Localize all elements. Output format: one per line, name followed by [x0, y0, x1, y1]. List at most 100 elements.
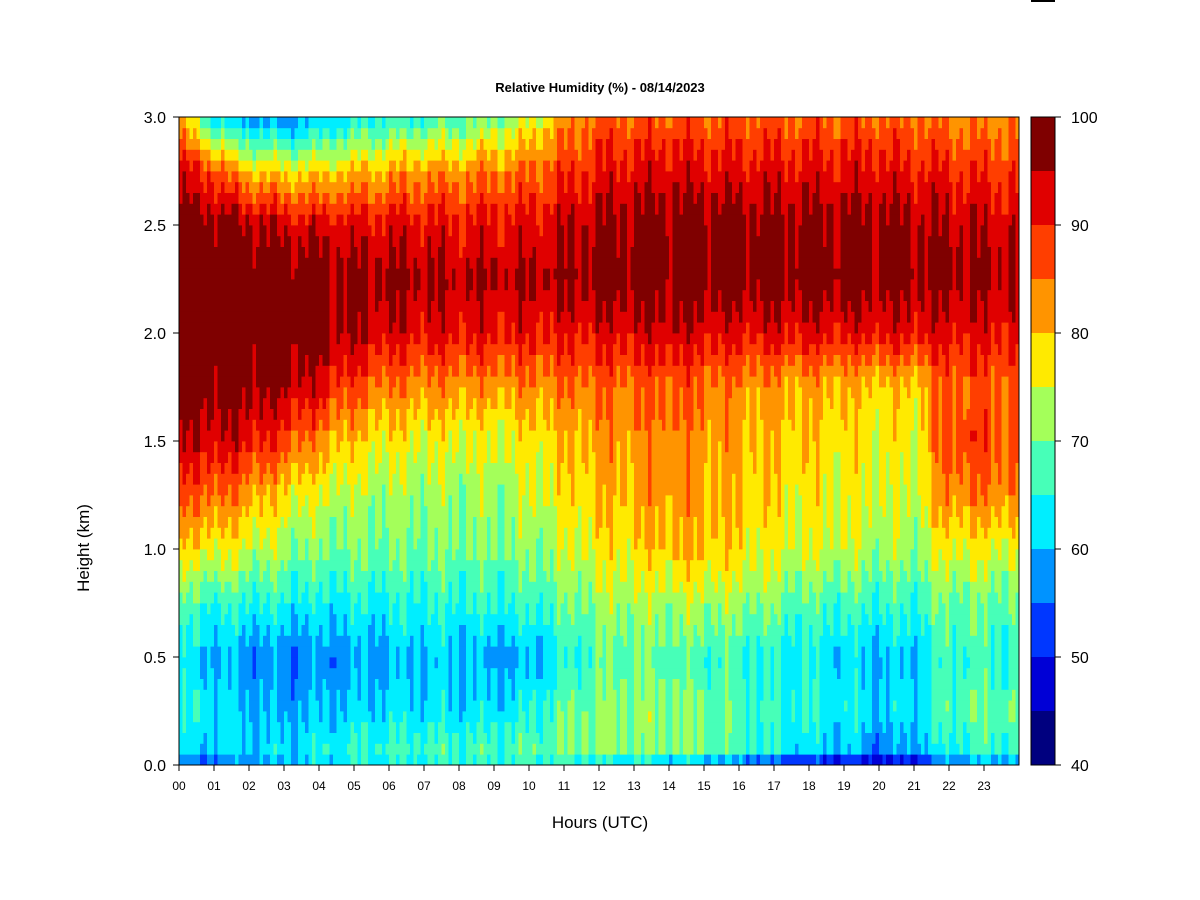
- heatmap-cell: [375, 495, 379, 507]
- heatmap-cell: [207, 117, 211, 129]
- heatmap-cell: [315, 711, 320, 723]
- heatmap-cell: [305, 473, 309, 485]
- heatmap-cell: [333, 462, 337, 474]
- heatmap-cell: [263, 743, 267, 755]
- heatmap-cell: [256, 441, 260, 453]
- heatmap-cell: [445, 743, 449, 755]
- heatmap-cell: [368, 603, 372, 615]
- heatmap-cell: [378, 613, 383, 625]
- heatmap-cell: [277, 581, 281, 593]
- heatmap-cell: [217, 689, 222, 701]
- heatmap-cell: [340, 549, 344, 561]
- heatmap-cell: [333, 700, 337, 712]
- heatmap-cell: [326, 138, 330, 150]
- heatmap-cell: [336, 473, 341, 485]
- heatmap-cell: [364, 657, 369, 669]
- heatmap-cell: [301, 678, 306, 690]
- heatmap-cell: [389, 117, 393, 129]
- heatmap-cell: [242, 754, 246, 766]
- heatmap-cell: [203, 430, 208, 442]
- heatmap-cell: [287, 387, 292, 399]
- heatmap-cell: [245, 397, 250, 409]
- heatmap-cell: [396, 592, 400, 604]
- heatmap-cell: [196, 721, 201, 733]
- heatmap-cell: [424, 322, 428, 334]
- heatmap-cell: [193, 527, 197, 539]
- heatmap-cell: [466, 365, 470, 377]
- heatmap-cell: [193, 754, 197, 766]
- heatmap-cell: [448, 246, 453, 258]
- heatmap-cell: [417, 613, 421, 625]
- heatmap-cell: [448, 333, 453, 345]
- heatmap-cell: [347, 603, 351, 615]
- heatmap-cell: [200, 127, 204, 139]
- heatmap-cell: [326, 160, 330, 172]
- heatmap-cell: [452, 279, 456, 291]
- heatmap-cell: [294, 127, 299, 139]
- heatmap-cell: [371, 613, 376, 625]
- heatmap-cell: [462, 581, 467, 593]
- heatmap-cell: [231, 397, 236, 409]
- heatmap-cell: [392, 408, 397, 420]
- heatmap-cell: [364, 505, 369, 517]
- heatmap-cell: [427, 689, 432, 701]
- heatmap-cell: [382, 657, 386, 669]
- heatmap-cell: [326, 592, 330, 604]
- heatmap-cell: [469, 711, 474, 723]
- heatmap-cell: [343, 181, 348, 193]
- heatmap-cell: [375, 441, 379, 453]
- heatmap-cell: [431, 678, 435, 690]
- heatmap-cell: [368, 495, 372, 507]
- heatmap-cell: [273, 462, 278, 474]
- heatmap-cell: [259, 613, 264, 625]
- heatmap-cell: [252, 300, 257, 312]
- heatmap-cell: [221, 279, 225, 291]
- heatmap-cell: [189, 171, 194, 183]
- heatmap-cell: [378, 289, 383, 301]
- heatmap-cell: [259, 192, 264, 204]
- heatmap-cell: [287, 311, 292, 323]
- heatmap-cell: [329, 354, 334, 366]
- heatmap-cell: [361, 505, 365, 517]
- heatmap-cell: [378, 181, 383, 193]
- heatmap-cell: [242, 484, 246, 496]
- heatmap-cell: [301, 279, 306, 291]
- heatmap-cell: [378, 646, 383, 658]
- heatmap-cell: [371, 354, 376, 366]
- heatmap-cell: [315, 333, 320, 345]
- heatmap-cell: [329, 462, 334, 474]
- heatmap-cell: [392, 441, 397, 453]
- heatmap-cell: [417, 160, 421, 172]
- heatmap-cell: [357, 624, 362, 636]
- heatmap-cell: [333, 246, 337, 258]
- heatmap-cell: [252, 711, 257, 723]
- heatmap-cell: [406, 700, 411, 712]
- heatmap-cell: [308, 289, 313, 301]
- heatmap-cell: [448, 225, 453, 237]
- heatmap-cell: [434, 711, 439, 723]
- heatmap-cell: [452, 365, 456, 377]
- heatmap-cell: [224, 397, 229, 409]
- heatmap-cell: [336, 624, 341, 636]
- heatmap-cell: [266, 441, 271, 453]
- heatmap-cell: [203, 527, 208, 539]
- heatmap-cell: [431, 257, 435, 269]
- heatmap-cell: [186, 343, 190, 355]
- heatmap-cell: [207, 484, 211, 496]
- heatmap-cell: [217, 484, 222, 496]
- heatmap-cell: [427, 311, 432, 323]
- heatmap-cell: [270, 711, 274, 723]
- heatmap-cell: [217, 592, 222, 604]
- heatmap-cell: [263, 700, 267, 712]
- heatmap-cell: [284, 505, 288, 517]
- heatmap-cell: [347, 505, 351, 517]
- heatmap-cell: [333, 570, 337, 582]
- heatmap-cell: [347, 235, 351, 247]
- heatmap-cell: [371, 203, 376, 215]
- heatmap-cell: [235, 257, 239, 269]
- heatmap-cell: [284, 754, 288, 766]
- heatmap-cell: [252, 192, 257, 204]
- heatmap-cell: [319, 333, 323, 345]
- heatmap-cell: [291, 214, 295, 226]
- heatmap-cell: [193, 732, 197, 744]
